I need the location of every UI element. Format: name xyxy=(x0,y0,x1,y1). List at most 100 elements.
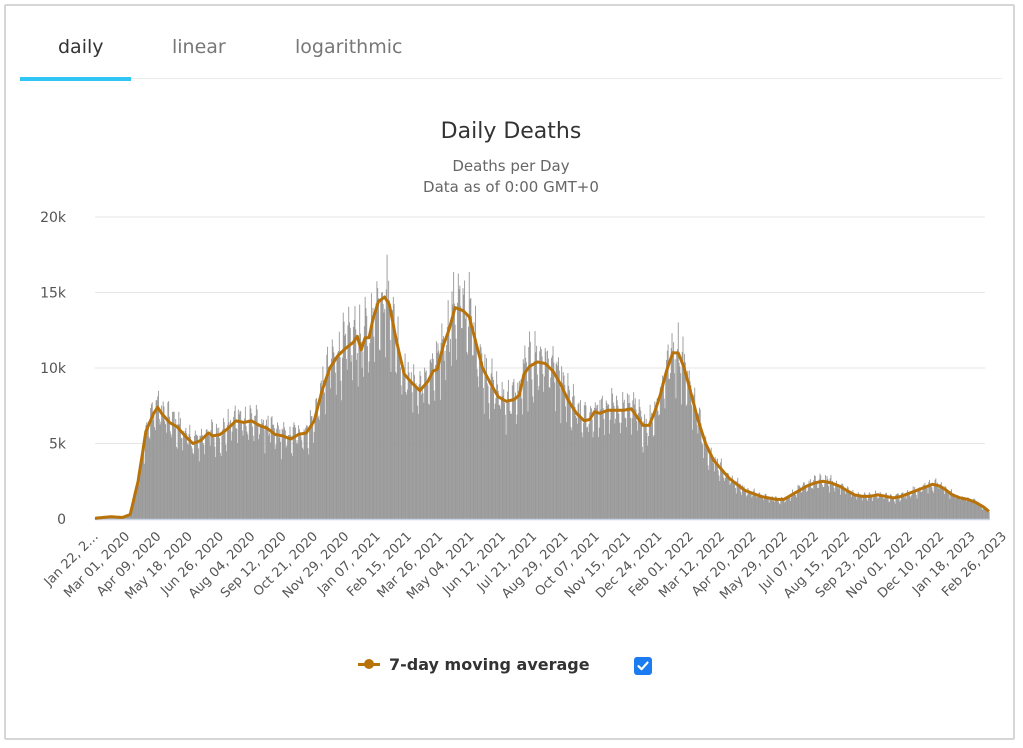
daily-bar xyxy=(418,384,420,519)
daily-bar xyxy=(967,497,969,519)
daily-bar xyxy=(172,411,174,519)
daily-bar xyxy=(897,493,899,519)
legend-item-moving-average[interactable]: 7-day moving average xyxy=(358,652,590,676)
daily-bar xyxy=(569,400,571,519)
daily-bar xyxy=(943,489,945,519)
daily-bar xyxy=(839,487,841,519)
daily-bar xyxy=(504,414,506,519)
daily-bar xyxy=(258,439,260,519)
daily-bar xyxy=(321,390,323,519)
daily-bar xyxy=(508,400,510,519)
daily-bar xyxy=(548,386,550,519)
daily-bar xyxy=(204,454,206,519)
daily-bar xyxy=(927,493,929,519)
daily-bar xyxy=(978,502,980,519)
daily-bar xyxy=(155,400,157,519)
daily-bar xyxy=(500,408,502,519)
daily-bar xyxy=(684,354,686,519)
daily-bar xyxy=(316,398,318,519)
daily-bar xyxy=(777,500,779,519)
daily-bar xyxy=(915,491,916,519)
daily-bar xyxy=(457,273,459,519)
daily-bar xyxy=(432,358,434,519)
daily-bar xyxy=(237,442,239,519)
daily-bar xyxy=(811,488,813,519)
daily-bar xyxy=(419,371,421,519)
daily-bar xyxy=(232,424,234,519)
daily-bar xyxy=(175,418,177,519)
daily-bar xyxy=(894,503,896,519)
daily-bar xyxy=(781,496,783,519)
daily-bar xyxy=(217,435,219,519)
daily-bar xyxy=(726,473,728,519)
daily-bar xyxy=(615,395,617,519)
tab-linear[interactable]: linear xyxy=(172,36,226,58)
daily-bar xyxy=(921,491,923,519)
daily-bar xyxy=(133,495,135,519)
daily-bar xyxy=(949,498,951,519)
daily-bar xyxy=(893,496,895,519)
daily-bar xyxy=(827,479,829,519)
daily-bar xyxy=(920,491,922,519)
daily-bar xyxy=(486,358,487,519)
daily-bar xyxy=(393,303,395,519)
daily-bar xyxy=(443,360,445,519)
daily-bar xyxy=(686,404,688,519)
daily-bar xyxy=(306,425,308,519)
daily-bar xyxy=(540,349,542,519)
daily-bar xyxy=(429,360,431,519)
daily-bar xyxy=(630,434,632,519)
daily-bar xyxy=(572,384,574,519)
daily-bar xyxy=(293,422,295,519)
daily-bar xyxy=(218,427,220,519)
daily-bar xyxy=(248,439,249,519)
daily-bar xyxy=(410,372,412,519)
daily-bar xyxy=(770,498,772,519)
daily-bar xyxy=(266,419,267,519)
daily-bar xyxy=(159,424,161,519)
daily-bar xyxy=(171,437,173,519)
daily-bar xyxy=(505,434,507,519)
daily-bar xyxy=(271,416,273,519)
daily-bar xyxy=(374,361,376,519)
daily-bar xyxy=(507,391,509,519)
daily-bar xyxy=(666,350,668,519)
daily-bar xyxy=(269,442,271,519)
daily-bar xyxy=(882,494,884,519)
daily-bar xyxy=(605,400,607,519)
daily-bar xyxy=(674,359,676,519)
daily-bar xyxy=(852,490,854,519)
daily-bar xyxy=(666,359,668,519)
tab-logarithmic[interactable]: logarithmic xyxy=(295,36,403,58)
daily-bar xyxy=(875,490,877,519)
moving-average-checkbox[interactable] xyxy=(634,657,652,675)
daily-bar xyxy=(909,495,911,519)
daily-bar xyxy=(771,496,773,519)
daily-bar xyxy=(219,438,221,519)
daily-bar xyxy=(243,422,245,519)
daily-bar xyxy=(183,434,185,519)
daily-bar xyxy=(436,352,438,519)
daily-bar xyxy=(341,357,343,519)
daily-bar xyxy=(831,482,833,519)
daily-bar xyxy=(816,483,818,519)
daily-bar xyxy=(304,431,306,519)
daily-bar xyxy=(810,479,812,519)
daily-bar xyxy=(975,503,977,519)
daily-bar xyxy=(129,513,131,519)
daily-bar xyxy=(627,403,629,519)
tab-daily[interactable]: daily xyxy=(58,36,104,58)
daily-bar xyxy=(731,475,733,519)
daily-bar xyxy=(545,351,547,519)
daily-bar xyxy=(694,387,696,519)
daily-bar xyxy=(634,398,636,519)
daily-bar xyxy=(309,428,311,519)
daily-bar xyxy=(176,448,178,519)
daily-bar xyxy=(498,404,500,519)
daily-bar xyxy=(698,413,700,519)
daily-bar xyxy=(923,485,925,519)
daily-bar xyxy=(886,492,887,519)
daily-bar xyxy=(950,491,952,519)
daily-bar xyxy=(712,456,714,519)
daily-bar xyxy=(911,495,913,519)
